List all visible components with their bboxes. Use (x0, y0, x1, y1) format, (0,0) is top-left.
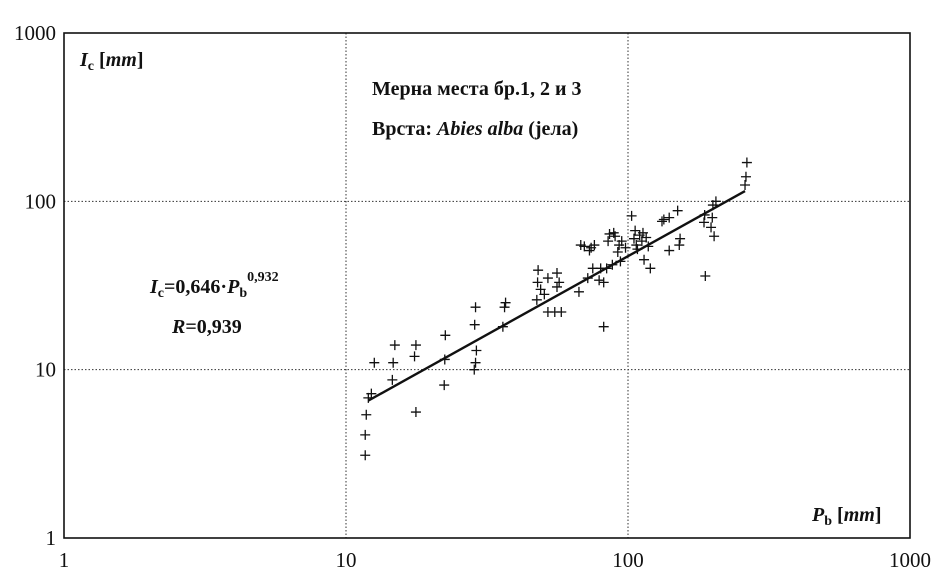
data-point (584, 245, 595, 256)
data-point (554, 277, 565, 288)
data-point (700, 271, 711, 282)
y-tick-label: 1 (46, 526, 57, 550)
data-point (709, 231, 720, 242)
data-point (470, 357, 481, 368)
fit-equation: Ic=0,646·Pb0,932 (149, 270, 279, 301)
data-point (740, 171, 751, 182)
data-point (360, 450, 371, 461)
x-tick-label: 1 (59, 548, 70, 572)
data-point (639, 254, 650, 265)
r-value: R=0,939 (171, 316, 242, 338)
data-point (439, 380, 450, 391)
data-point (388, 357, 399, 368)
data-point (658, 214, 669, 225)
data-point (604, 228, 615, 239)
data-point (579, 241, 590, 252)
data-point (387, 374, 398, 385)
data-point (612, 247, 623, 258)
data-point (631, 240, 642, 251)
data-point (361, 409, 372, 420)
data-point (589, 240, 600, 251)
y-axis-label: Ic [mm] (79, 49, 143, 74)
data-point (410, 407, 421, 418)
y-tick-label: 10 (35, 358, 56, 382)
data-point (641, 232, 652, 243)
data-point (573, 286, 584, 297)
data-point (707, 212, 718, 223)
data-point (389, 340, 400, 351)
data-point (594, 275, 605, 286)
x-tick-label: 10 (336, 548, 357, 572)
plot-frame (63, 32, 911, 539)
data-point (610, 231, 621, 242)
data-point (740, 180, 751, 191)
data-point (598, 277, 609, 288)
data-point (469, 319, 480, 330)
data-point (410, 340, 421, 351)
y-tick-labels: 1 10 100 1000 (14, 21, 56, 550)
data-point (741, 157, 752, 168)
data-point (598, 321, 609, 332)
y-tick-label: 100 (25, 189, 57, 213)
x-tick-label: 1000 (889, 548, 931, 572)
data-point (542, 273, 553, 284)
data-point (645, 263, 656, 274)
data-point (360, 429, 371, 440)
data-point (551, 268, 562, 279)
data-point (664, 245, 675, 256)
data-point (706, 222, 717, 233)
data-point (366, 388, 377, 399)
data-point (603, 236, 614, 247)
data-point (539, 289, 550, 300)
data-point (674, 240, 685, 251)
data-point (532, 277, 543, 288)
data-point (409, 351, 420, 362)
data-point (556, 307, 567, 318)
data-point (500, 297, 511, 308)
data-point (369, 357, 380, 368)
data-point (533, 265, 544, 276)
data-point (551, 281, 562, 292)
y-tick-label: 1000 (14, 21, 56, 45)
data-point (672, 205, 683, 216)
data-point (630, 225, 641, 236)
data-point (657, 216, 668, 227)
chart-title-line2: Врста: Abies alba (јела) (372, 118, 578, 140)
data-point (675, 233, 686, 244)
data-points (360, 157, 752, 461)
grid-lines (64, 33, 910, 538)
data-point (710, 196, 721, 207)
data-point (469, 364, 480, 375)
chart-title-line1: Мерна места бр.1, 2 и 3 (372, 78, 581, 100)
x-tick-label: 100 (612, 548, 644, 572)
data-point (616, 236, 627, 247)
data-point (628, 233, 639, 244)
x-axis-label: Pb [mm] (811, 504, 881, 529)
data-point (440, 330, 451, 341)
data-point (499, 302, 510, 313)
data-point (531, 294, 542, 305)
data-point (626, 210, 637, 221)
data-point (699, 217, 710, 228)
data-point (470, 302, 481, 313)
data-point (471, 345, 482, 356)
x-tick-labels: 1 10 100 1000 (59, 548, 931, 572)
fit-line (367, 190, 746, 402)
data-point (664, 212, 675, 223)
data-point (535, 284, 546, 295)
data-point (620, 242, 631, 253)
